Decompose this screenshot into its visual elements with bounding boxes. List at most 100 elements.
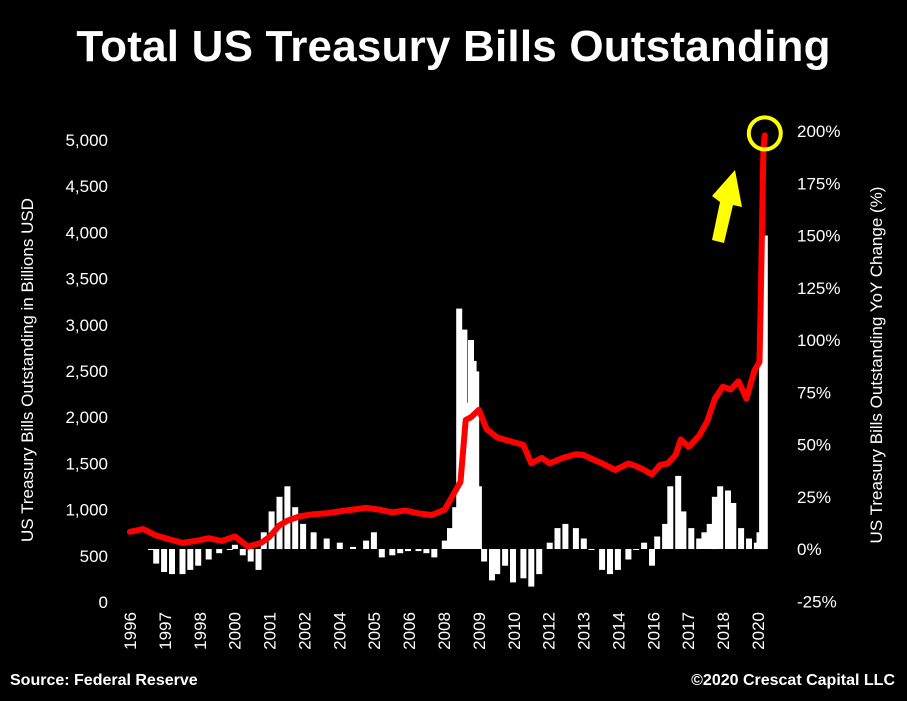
yoy-bar	[247, 549, 254, 562]
yoy-bar	[255, 549, 262, 570]
yoy-bar	[688, 528, 695, 549]
yoy-bar	[300, 523, 307, 549]
yoy-bar	[725, 490, 731, 549]
left-tick-label: 3,000	[65, 316, 108, 335]
yoy-bar	[415, 549, 422, 552]
yoy-bar	[510, 549, 516, 583]
yoy-bar	[746, 538, 752, 549]
up-arrow-icon	[712, 170, 742, 243]
yoy-bar	[654, 536, 661, 549]
x-tick-label: 2001	[261, 612, 280, 650]
left-tick-label: 1,000	[65, 501, 108, 520]
yoy-bar	[161, 549, 168, 572]
x-tick-label: 2014	[609, 612, 628, 650]
left-y-axis: 0 500 1,000 1,500 2,000 2,500 3,000 3,500 4,000 4…	[65, 131, 108, 612]
left-axis-title: US Treasury Bills Outstanding in Billion…	[18, 198, 37, 542]
yoy-bar	[447, 528, 453, 549]
right-tick-label: 175%	[797, 174, 840, 193]
x-tick-label: 1997	[156, 612, 175, 650]
yoy-bar	[546, 542, 553, 549]
x-tick-label: 2013	[575, 612, 594, 650]
yoy-bar	[649, 549, 655, 566]
yoy-bar	[588, 549, 595, 550]
yoy-bar	[520, 549, 527, 579]
x-tick-label: 1998	[191, 612, 210, 650]
yoy-bar	[231, 544, 238, 549]
x-axis: 1996 1997 1998 2000 2001 2002 2004 2005 2006 2008…	[121, 612, 768, 650]
yoy-bar	[599, 549, 606, 570]
right-tick-label: -25%	[797, 592, 837, 611]
yoy-bar	[153, 549, 160, 564]
x-tick-label: 2005	[365, 612, 384, 650]
yoy-bar	[169, 549, 175, 575]
yoy-bar	[641, 542, 648, 549]
right-y-axis: -25% 0% 25% 50% 75% 100% 125% 150% 175% 200%	[797, 122, 840, 611]
yoy-bar	[607, 549, 613, 575]
yoy-bar	[717, 486, 724, 549]
right-tick-label: 0%	[797, 540, 822, 559]
left-tick-label: 5,000	[65, 131, 108, 150]
yoy-bar	[614, 549, 621, 570]
yoy-bar	[536, 549, 543, 575]
yoy-bar	[179, 549, 186, 575]
x-tick-label: 2002	[295, 612, 314, 650]
yoy-bar	[473, 371, 480, 549]
x-tick-label: 2012	[540, 612, 559, 650]
yoy-bar	[292, 507, 299, 549]
yoy-bar	[562, 523, 569, 549]
x-tick-label: 2010	[505, 612, 524, 650]
yoy-bar	[680, 511, 687, 549]
yoy-bar	[696, 538, 703, 549]
yoy-bar	[195, 549, 202, 566]
yoy-bar	[187, 549, 194, 570]
left-tick-label: 1,500	[65, 454, 108, 473]
right-tick-label: 125%	[797, 279, 840, 298]
yoy-bar	[441, 540, 448, 549]
yoy-bar	[572, 528, 579, 549]
left-tick-label: 2,500	[65, 362, 108, 381]
yoy-bar	[494, 549, 501, 575]
yoy-bar	[323, 538, 330, 549]
yoy-bar	[216, 549, 223, 554]
yoy-bar	[481, 549, 488, 562]
bills-line	[127, 132, 768, 550]
yoy-bar	[226, 549, 233, 550]
x-tick-label: 1996	[121, 612, 140, 650]
left-tick-label: 4,500	[65, 177, 108, 196]
yoy-bar	[711, 496, 718, 550]
yoy-bar	[405, 549, 411, 552]
yoy-bar	[675, 475, 682, 549]
yoy-bar	[730, 503, 737, 549]
x-tick-label: 2020	[749, 612, 768, 650]
left-tick-label: 0	[99, 593, 108, 612]
yoy-bar	[489, 549, 495, 581]
yoy-bar	[378, 549, 385, 558]
yoy-bar	[397, 549, 404, 554]
x-tick-label: 2017	[679, 612, 698, 650]
right-tick-label: 200%	[797, 122, 840, 141]
yoy-bar	[148, 549, 154, 550]
bills-line-path	[127, 132, 768, 550]
x-tick-label: 2016	[644, 612, 663, 650]
yoy-bar	[336, 542, 343, 549]
yoy-bar	[667, 486, 674, 549]
yoy-bar	[423, 549, 430, 554]
x-tick-label: 2000	[226, 612, 245, 650]
yoy-bar	[370, 532, 377, 549]
right-tick-label: 100%	[797, 331, 840, 350]
right-axis-title: US Treasury Bills Outstanding YoY Change…	[867, 187, 886, 544]
yoy-bars	[148, 235, 768, 587]
yoy-bar	[706, 523, 713, 549]
yoy-bar	[475, 486, 482, 549]
yoy-bar	[310, 532, 317, 549]
yoy-bar	[761, 235, 768, 549]
yoy-bar	[528, 549, 535, 587]
yoy-bar	[580, 538, 587, 549]
yoy-bar	[662, 523, 669, 549]
yoy-bar	[633, 549, 640, 550]
x-tick-label: 2009	[470, 612, 489, 650]
yoy-bar	[701, 532, 708, 549]
source-note: Source: Federal Reserve	[10, 672, 198, 689]
yoy-bar	[363, 540, 370, 549]
